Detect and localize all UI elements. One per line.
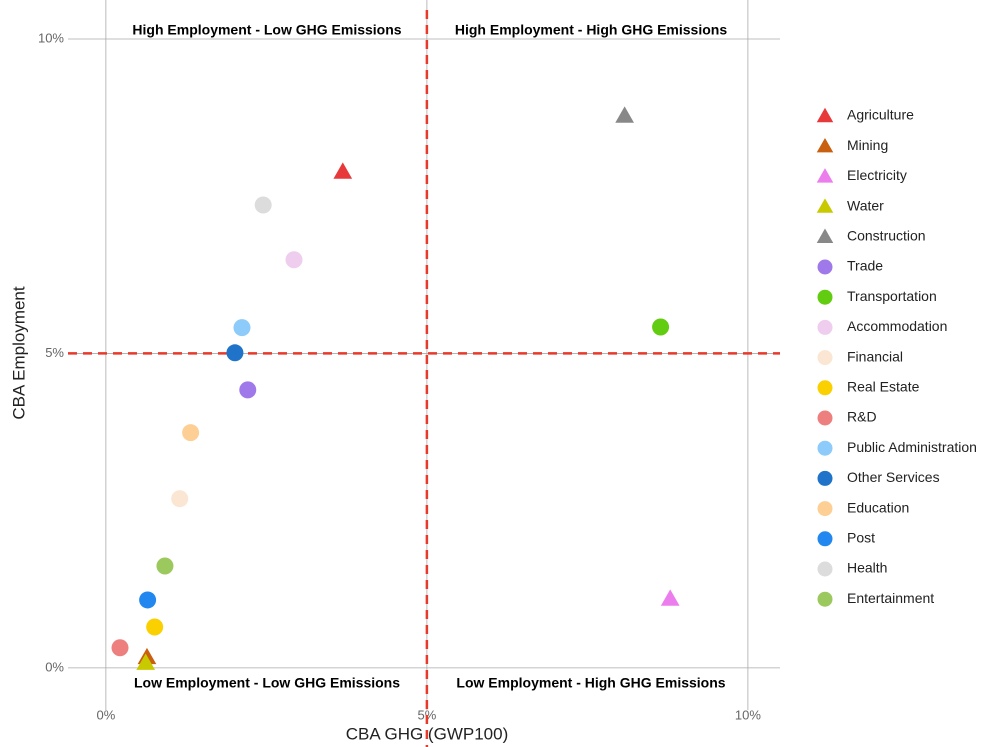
point: [285, 251, 303, 269]
legend-label: Agriculture: [847, 107, 914, 123]
legend-symbol: [816, 228, 834, 243]
point: [146, 618, 164, 636]
legend-label: Water: [847, 197, 884, 213]
legend-label: Health: [847, 560, 887, 576]
point: [239, 381, 257, 399]
point: [226, 344, 244, 362]
point: [233, 319, 251, 337]
legend-symbol: [817, 319, 833, 335]
y-tick-label: 10%: [38, 30, 64, 45]
legend-symbol: [817, 350, 833, 366]
quadrant-label: Low Employment - High GHG Emissions: [456, 675, 725, 691]
point: [139, 591, 157, 609]
legend-label: Mining: [847, 137, 888, 153]
y-tick-label: 0%: [45, 659, 64, 674]
point: [156, 557, 174, 575]
point: [333, 162, 353, 179]
legend-symbol: [816, 198, 834, 213]
point: [660, 589, 680, 606]
legend-label: Transportation: [847, 288, 937, 304]
legend-label: Electricity: [847, 167, 907, 183]
legend-symbol: [817, 531, 833, 547]
legend-symbol: [817, 591, 833, 607]
legend-label: R&D: [847, 409, 877, 425]
legend-label: Post: [847, 530, 875, 546]
quadrant-label: High Employment - High GHG Emissions: [455, 22, 727, 38]
legend-symbol: [817, 470, 833, 486]
point: [182, 424, 200, 442]
legend-label: Public Administration: [847, 439, 977, 455]
legend-symbol: [817, 410, 833, 426]
legend-label: Financial: [847, 348, 903, 364]
legend-symbol: [817, 501, 833, 517]
x-tick-label: 10%: [735, 707, 761, 722]
legend-label: Accommodation: [847, 318, 947, 334]
y-axis-title: CBA Employment: [9, 286, 28, 419]
y-tick-label: 5%: [45, 345, 64, 360]
quadrant-label: High Employment - Low GHG Emissions: [132, 22, 401, 38]
legend-symbol: [816, 168, 834, 183]
x-tick-label: 5%: [417, 707, 436, 722]
legend-symbol: [817, 259, 833, 275]
legend-symbol: [816, 137, 834, 153]
legend-label: Real Estate: [847, 379, 920, 395]
legend-symbol: [817, 289, 833, 305]
legend-symbol: [817, 380, 833, 396]
legend-symbol: [816, 107, 834, 123]
point: [111, 639, 129, 657]
quadrant-label: Low Employment - Low GHG Emissions: [134, 675, 400, 691]
legend-label: Education: [847, 499, 909, 515]
legend-label: Entertainment: [847, 590, 934, 606]
point: [171, 490, 189, 508]
x-tick-label: 0%: [96, 707, 115, 722]
legend-symbol: [817, 440, 833, 456]
legend-label: Other Services: [847, 469, 940, 485]
legend-label: Construction: [847, 228, 926, 244]
point: [652, 318, 670, 336]
point: [136, 653, 156, 670]
point: [615, 106, 634, 123]
point: [254, 196, 272, 214]
legend-symbol: [817, 561, 833, 577]
legend-label: Trade: [847, 258, 883, 274]
